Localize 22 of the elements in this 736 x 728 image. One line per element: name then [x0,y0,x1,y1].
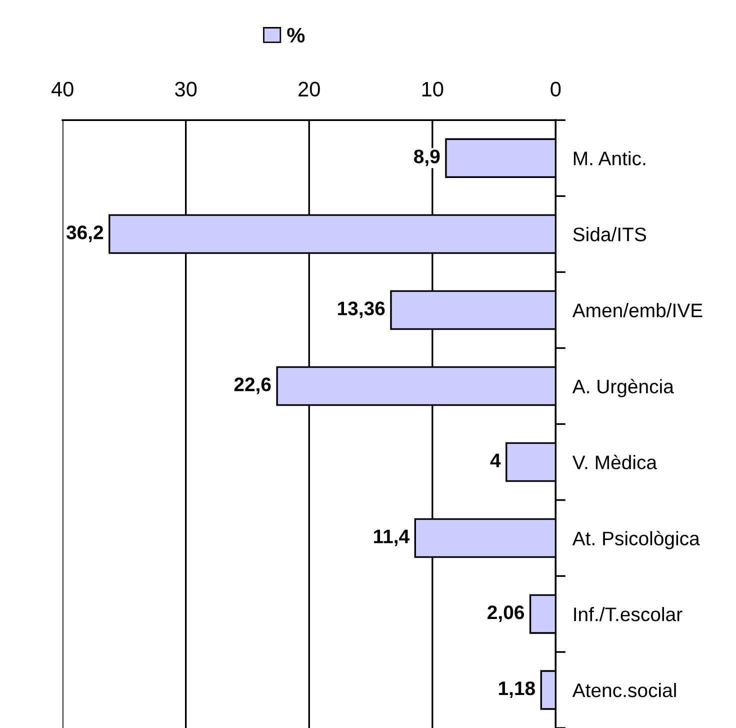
y-tick-label: M. Antic. [574,151,646,166]
y-tick-label: Amen/emb/IVE [572,303,702,318]
y-tick-label: Atenc.social [572,682,676,698]
legend-label: % [287,28,305,42]
x-tick-label: 30 [175,82,197,97]
x-tick-label: 0 [550,82,561,97]
x-tick-label: 10 [422,82,444,97]
y-tick-label: At. Psicològica [572,530,700,550]
data-label: 1,18 [498,681,535,698]
y-tick-label: A. Urgència [572,378,674,398]
data-label: 11,4 [374,530,410,546]
data-label: 2,06 [488,605,524,622]
data-label: 36,2 [66,226,104,242]
data-label: 22,6 [234,378,271,394]
data-label: 4 [490,454,501,468]
x-tick-label: 40 [51,82,74,97]
y-tick-label: V. Mèdica [572,454,658,470]
y-tick-label: Sida/ITS [573,227,646,242]
y-tick-label: Inf./T.escolar [574,606,682,622]
x-tick-label: 20 [298,82,320,97]
data-label: 8,9 [414,150,440,166]
data-label: 13,36 [338,302,385,318]
